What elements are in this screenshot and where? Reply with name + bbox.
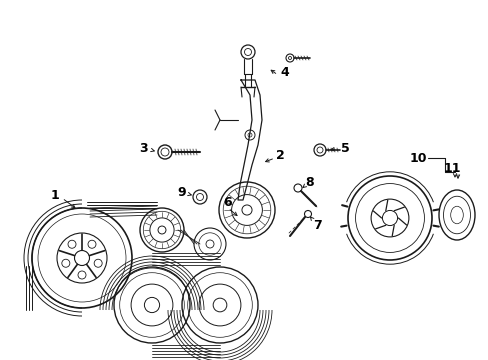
Text: 5: 5 <box>340 141 348 154</box>
Text: 9: 9 <box>177 185 186 198</box>
Text: 3: 3 <box>139 141 147 154</box>
Text: 4: 4 <box>280 66 289 78</box>
Text: 2: 2 <box>275 149 284 162</box>
Text: 10: 10 <box>408 152 426 165</box>
Text: 1: 1 <box>51 189 59 202</box>
Text: 6: 6 <box>223 195 232 208</box>
Text: 7: 7 <box>313 219 322 231</box>
Text: 8: 8 <box>305 176 314 189</box>
Text: 11: 11 <box>442 162 460 175</box>
